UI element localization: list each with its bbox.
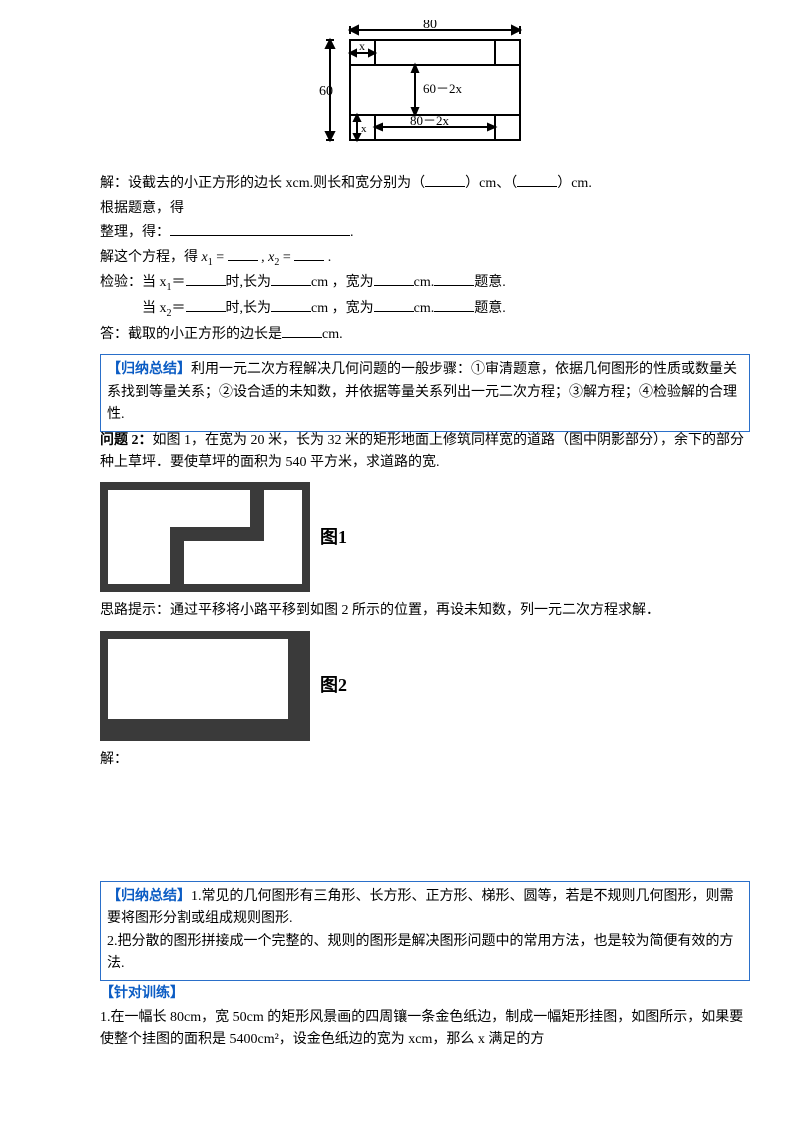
solution-line-1: 解：设截去的小正方形的边长 xcm.则长和宽分别为（）cm、（）cm. xyxy=(100,173,750,195)
solve-label: 解： xyxy=(100,749,750,771)
solution-line-3: 整理，得：. xyxy=(100,222,750,244)
check-line-2: 当 x2＝时,长为cm ，宽为cm.题意. xyxy=(100,298,750,322)
check-line-1: 检验：当 x1＝时,长为cm ，宽为cm.题意. xyxy=(100,272,750,296)
svg-text:x: x xyxy=(361,123,367,135)
summary-title-1: 【归纳总结】 xyxy=(107,362,191,377)
dim-bot: 80－2x xyxy=(410,113,450,128)
figure-1-row: 图1 xyxy=(100,482,750,592)
dim-top: 80 xyxy=(423,20,437,32)
figure-2 xyxy=(100,631,310,741)
figure-1 xyxy=(100,482,310,592)
figure-2-row: 图2 xyxy=(100,631,750,741)
solution-line-2: 根据题意，得 xyxy=(100,198,750,220)
solution-line-4: 解这个方程，得 x1 = , x2 = . xyxy=(100,247,750,271)
problem-2: 问题 2：如图 1，在宽为 20 米，长为 32 米的矩形地面上修筑同样宽的道路… xyxy=(100,430,750,475)
summary-body-1: 利用一元二次方程解决几何问题的一般步骤：①审清题意，依据几何图形的性质或数量关系… xyxy=(107,362,737,422)
training-problem-1: 1.在一幅长 80cm，宽 50cm 的矩形风景画的四周镶一条金色纸边，制成一幅… xyxy=(100,1007,750,1052)
figure-1-label: 图1 xyxy=(320,523,347,552)
dim-mid: 60－2x xyxy=(423,81,463,96)
summary-box-2: 【归纳总结】1.常见的几何图形有三角形、长方形、正方形、梯形、圆等，若是不规则几… xyxy=(100,881,750,981)
blank-space xyxy=(100,773,750,873)
dim-x: x xyxy=(359,39,365,53)
summary-box-1: 【归纳总结】利用一元二次方程解决几何问题的一般步骤：①审清题意，依据几何图形的性… xyxy=(100,354,750,431)
figure-2-label: 图2 xyxy=(320,671,347,700)
training-title: 【针对训练】 xyxy=(100,983,750,1005)
summary-body-2b: 2.把分散的图形拼接成一个完整的、规则的图形是解决图形问题中的常用方法，也是较为… xyxy=(107,934,734,971)
summary-body-2a: 1.常见的几何图形有三角形、长方形、正方形、梯形、圆等，若是不规则几何图形，则需… xyxy=(107,889,734,926)
hint-text: 思路提示：通过平移将小路平移到如图 2 所示的位置，再设未知数，列一元二次方程求… xyxy=(100,600,750,622)
summary-title-2: 【归纳总结】 xyxy=(107,889,191,904)
answer-line: 答：截取的小正方形的边长是cm. xyxy=(100,324,750,346)
diagram-box-cut: 80 60 x 60－2x 80－2x x xyxy=(315,20,535,158)
dim-left: 60 xyxy=(319,84,333,99)
